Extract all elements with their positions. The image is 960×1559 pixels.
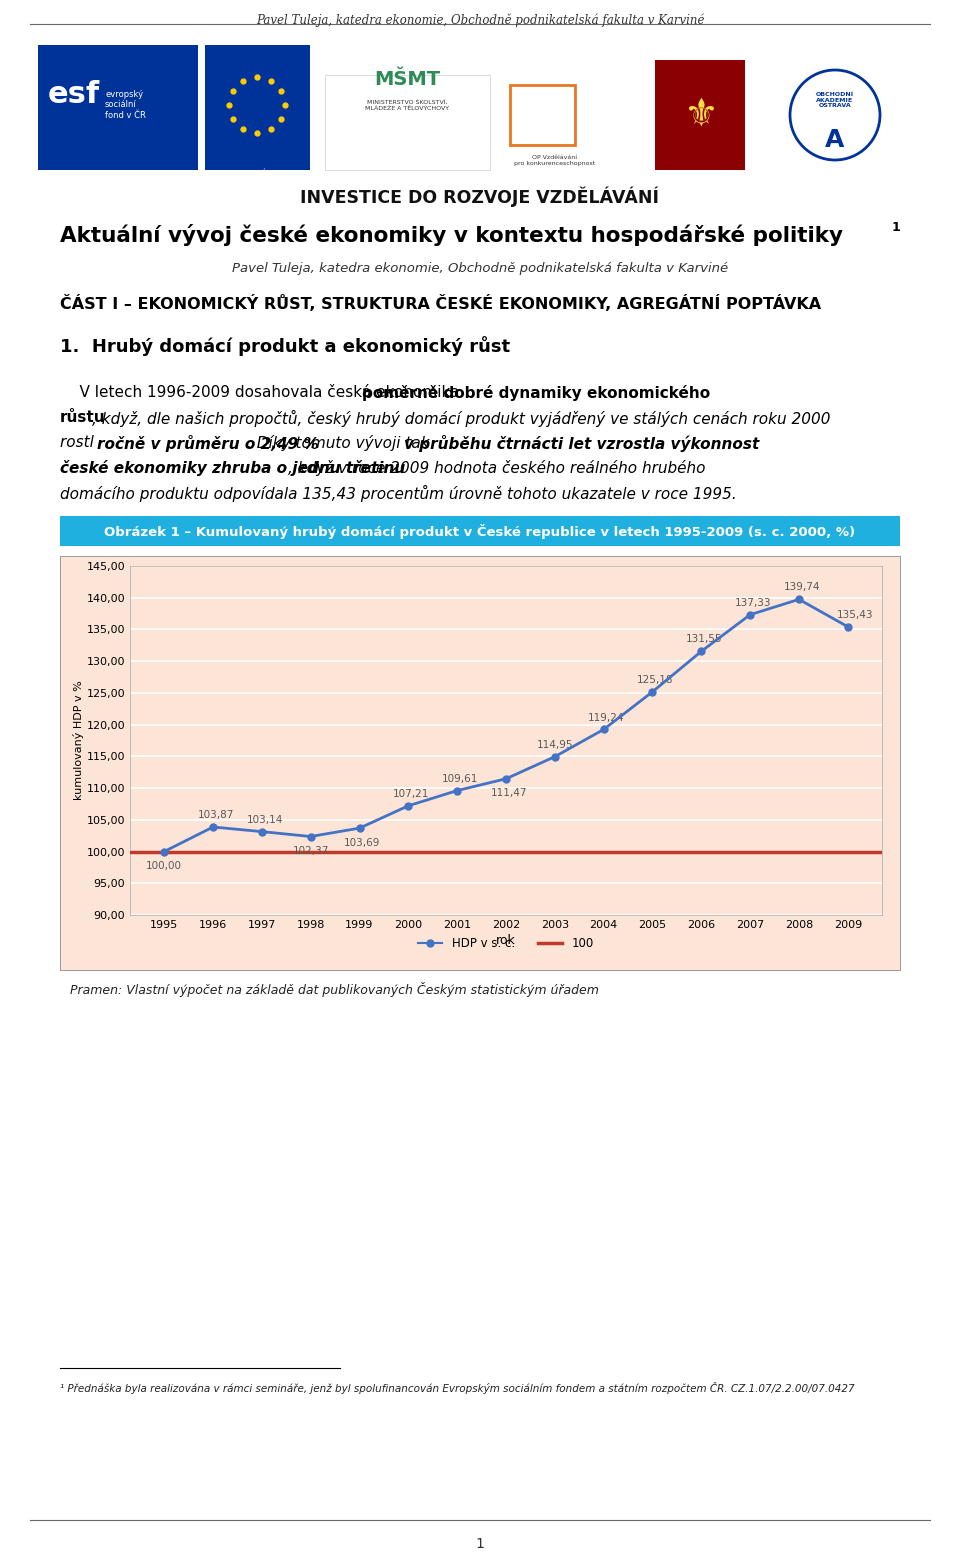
Text: v průběhu čtrnácti let vzrostla výkonnost: v průběhu čtrnácti let vzrostla výkonnos… <box>404 435 759 452</box>
Text: 109,61: 109,61 <box>442 773 478 784</box>
Text: 131,55: 131,55 <box>685 635 722 644</box>
Text: OP Vzdělávání
pro konkurenceschopnost: OP Vzdělávání pro konkurenceschopnost <box>515 154 595 165</box>
Y-axis label: kumulovaný HDP v %: kumulovaný HDP v % <box>73 681 84 800</box>
Text: české ekonomiky zhruba o jednu třetinu: české ekonomiky zhruba o jednu třetinu <box>60 460 405 475</box>
Text: ČÁST I – EKONOMICKÝ RŮST, STRUKTURA ČESKÉ EKONOMIKY, AGREGÁTNÍ POPTÁVKA: ČÁST I – EKONOMICKÝ RŮST, STRUKTURA ČESK… <box>60 295 821 312</box>
FancyBboxPatch shape <box>655 59 745 170</box>
Text: ⚜: ⚜ <box>683 97 717 134</box>
Legend: HDP v s. c., 100: HDP v s. c., 100 <box>414 932 598 954</box>
Text: 119,24: 119,24 <box>588 712 625 722</box>
Text: 102,37: 102,37 <box>293 847 329 856</box>
Text: 1: 1 <box>892 221 900 234</box>
Text: Pramen: Vlastní výpočet na základě dat publikovaných Českým statistickým úřadem: Pramen: Vlastní výpočet na základě dat p… <box>70 982 599 998</box>
Text: A: A <box>826 128 845 151</box>
Text: 107,21: 107,21 <box>393 789 429 798</box>
Text: 103,69: 103,69 <box>344 837 380 848</box>
Text: Obrázek 1 – Kumulovaný hrubý domácí produkt v České republice v letech 1995-2009: Obrázek 1 – Kumulovaný hrubý domácí prod… <box>105 524 855 538</box>
Text: 114,95: 114,95 <box>537 739 573 750</box>
FancyBboxPatch shape <box>510 86 575 145</box>
Text: Aktuální vývoj české ekonomiky v kontextu hospodářské politiky: Aktuální vývoj české ekonomiky v kontext… <box>60 224 843 246</box>
Text: evropský
sociální
fond v ČR: evropský sociální fond v ČR <box>105 90 146 120</box>
Text: , když v roce 2009 hodnota českého reálného hrubého: , když v roce 2009 hodnota českého reáln… <box>288 460 706 475</box>
Text: OBCHODNÍ
AKADEMIE
OSTRAVA: OBCHODNÍ AKADEMIE OSTRAVA <box>816 92 854 108</box>
Text: 111,47: 111,47 <box>491 789 527 798</box>
Text: 137,33: 137,33 <box>734 597 771 608</box>
Text: rostl: rostl <box>60 435 99 451</box>
Text: esf: esf <box>48 80 100 109</box>
Text: Pavel Tuleja, katedra ekonomie, Obchodně podnikatelská fakulta v Karviné: Pavel Tuleja, katedra ekonomie, Obchodně… <box>232 262 728 274</box>
Text: MŠMT: MŠMT <box>374 70 440 89</box>
Text: Pavel Tuleja, katedra ekonomie, Obchodně podnikatelská fakulta v Karviné: Pavel Tuleja, katedra ekonomie, Obchodně… <box>255 12 705 27</box>
Text: 103,87: 103,87 <box>198 811 234 820</box>
Text: . Díky tomuto vývoji tak: . Díky tomuto vývoji tak <box>247 435 434 451</box>
Text: 1.  Hrubý domácí produkt a ekonomický růst: 1. Hrubý domácí produkt a ekonomický růs… <box>60 337 510 355</box>
Text: V letech 1996-2009 dosahovala česká ekonomika: V letech 1996-2009 dosahovala česká ekon… <box>60 385 465 401</box>
Text: 103,14: 103,14 <box>247 815 283 825</box>
Text: domácího produktu odpovídala 135,43 procentům úrovně tohoto ukazatele v roce 199: domácího produktu odpovídala 135,43 proc… <box>60 485 736 502</box>
Text: 135,43: 135,43 <box>836 610 873 620</box>
Text: INVESTICE DO ROZVOJE VZDĚLÁVÁNÍ: INVESTICE DO ROZVOJE VZDĚLÁVÁNÍ <box>300 186 660 206</box>
Text: MINISTERSTVO ŠKOLSTVÍ,
MLÁDEŽE A TĚLOVÝCHOVY: MINISTERSTVO ŠKOLSTVÍ, MLÁDEŽE A TĚLOVÝC… <box>365 100 449 111</box>
FancyBboxPatch shape <box>325 75 490 170</box>
FancyBboxPatch shape <box>60 557 900 970</box>
Text: , když, dle našich propočtů, český hrubý domácí produkt vyjádřený ve stálých cen: , když, dle našich propočtů, český hrubý… <box>92 410 831 427</box>
FancyBboxPatch shape <box>60 516 900 546</box>
FancyBboxPatch shape <box>205 45 310 170</box>
X-axis label: rok: rok <box>496 934 516 946</box>
FancyBboxPatch shape <box>38 45 198 170</box>
Text: 125,18: 125,18 <box>637 675 674 684</box>
Text: 1: 1 <box>475 1537 485 1551</box>
Text: ¹ Přednáška byla realizována v rámci semináře, jenž byl spolufinancován Evropský: ¹ Přednáška byla realizována v rámci sem… <box>60 1381 854 1394</box>
Text: 139,74: 139,74 <box>783 583 820 592</box>
Text: růstu: růstu <box>60 410 106 426</box>
Text: poměrně dobré dynamiky ekonomického: poměrně dobré dynamiky ekonomického <box>363 385 710 401</box>
Circle shape <box>790 70 880 161</box>
FancyBboxPatch shape <box>500 75 640 165</box>
Text: ročně v průměru o 2,49 %: ročně v průměru o 2,49 % <box>97 435 319 452</box>
Text: EVROPSKÁ UNIE: EVROPSKÁ UNIE <box>227 170 288 179</box>
Text: 100,00: 100,00 <box>146 861 182 871</box>
